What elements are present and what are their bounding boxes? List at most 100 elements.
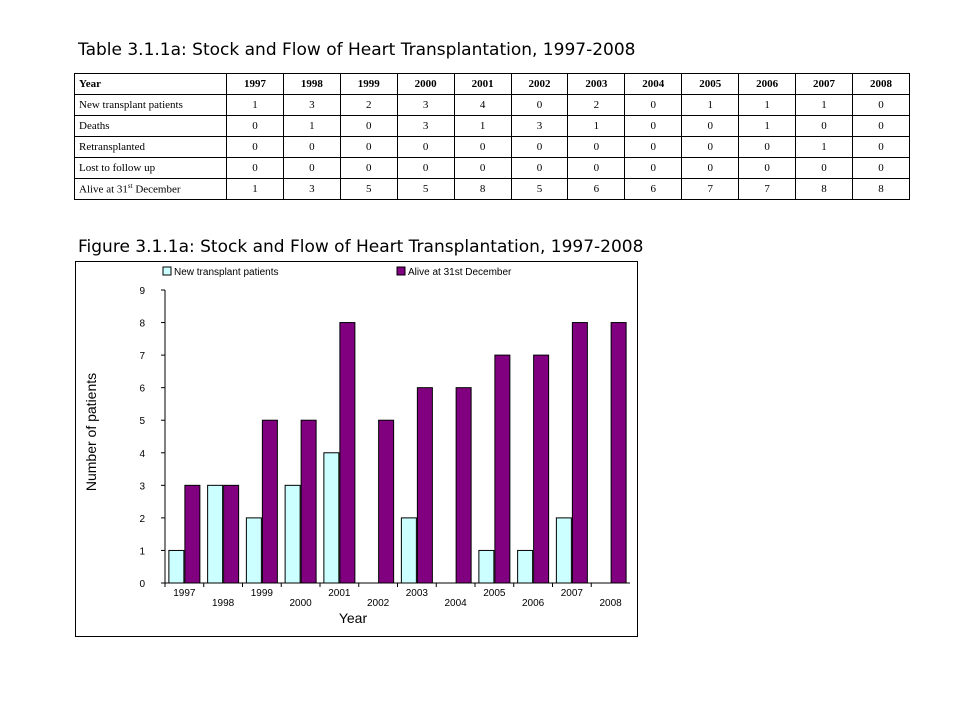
table-cell: 0: [851, 94, 911, 116]
y-tick-label: 1: [139, 546, 145, 557]
year-header: 1997: [226, 73, 284, 95]
row-label: Lost to follow up: [74, 157, 227, 179]
row-label-superscript: st: [127, 182, 133, 191]
table-row: Alive at 31st December 1 3 5 5 8 5 6 6 7…: [74, 178, 911, 200]
x-tick-label: 2005: [483, 588, 506, 599]
table-cell: 0: [738, 157, 797, 179]
legend-label: Alive at 31st December: [408, 267, 512, 278]
table-cell: 0: [510, 136, 569, 158]
table-cell: 5: [396, 178, 455, 200]
table-cell: 0: [624, 115, 683, 137]
table-row: Retransplanted 0 0 0 0 0 0 0 0 0 0 1 0: [74, 136, 911, 158]
bar-new-transplant: [168, 549, 185, 584]
y-axis-label: Number of patients: [83, 373, 99, 491]
row-label-main: Alive at 31: [79, 183, 128, 196]
bar-alive: [184, 484, 201, 584]
table-cell: 0: [567, 136, 626, 158]
year-header: 2005: [681, 73, 740, 95]
y-tick-label: 0: [139, 579, 145, 590]
table-cell: 0: [851, 157, 911, 179]
year-header: 1998: [282, 73, 341, 95]
bar-new-transplant: [555, 517, 572, 584]
table-cell: 0: [681, 157, 740, 179]
chart-frame: [75, 261, 638, 637]
year-header: 1999: [339, 73, 398, 95]
x-tick-label: 2000: [290, 598, 313, 609]
chart-legend: New transplant patients Alive at 31st Dec…: [162, 266, 512, 278]
y-tick-label: 3: [139, 481, 145, 492]
bar-new-transplant: [478, 549, 495, 584]
table-cell: 8: [795, 178, 853, 200]
table-cell: 8: [851, 178, 911, 200]
x-axis-label: Year: [339, 610, 368, 626]
table-cell: 1: [795, 136, 853, 158]
table-cell: 1: [453, 115, 512, 137]
bar-new-transplant: [284, 484, 301, 584]
bar-alive: [533, 354, 550, 584]
bar-alive: [571, 322, 588, 584]
x-tick-label: 2004: [445, 598, 468, 609]
x-tick-label: 1997: [173, 588, 196, 599]
x-tick-label: 2001: [328, 588, 351, 599]
bar-alive: [494, 354, 511, 584]
figure-title: Figure 3.1.1a: Stock and Flow of Heart T…: [78, 237, 644, 257]
bar-alive: [223, 484, 240, 584]
table-cell: 2: [339, 94, 398, 116]
year-header: 2007: [795, 73, 853, 95]
x-tick-label: 2006: [522, 598, 545, 609]
table-cell: 3: [396, 115, 455, 137]
bar-alive: [610, 322, 627, 584]
row-label: Alive at 31st December: [74, 178, 227, 200]
row-label: New transplant patients: [74, 94, 227, 116]
year-header: 2001: [453, 73, 512, 95]
table-header-label: Year: [74, 73, 227, 95]
legend-label: New transplant patients: [174, 267, 279, 278]
x-tick-label: 1998: [212, 598, 235, 609]
table-cell: 4: [453, 94, 512, 116]
bar-alive: [416, 387, 433, 584]
table-cell: 6: [567, 178, 626, 200]
year-header: 2002: [510, 73, 569, 95]
table-row: New transplant patients 1 3 2 3 4 0 2 0 …: [74, 94, 911, 116]
table-cell: 0: [795, 115, 853, 137]
table-cell: 5: [339, 178, 398, 200]
table-cell: 3: [282, 94, 341, 116]
bar-alive: [300, 419, 317, 584]
y-tick-label: 8: [139, 319, 145, 330]
bar-new-transplant: [323, 452, 340, 584]
table-cell: 8: [453, 178, 512, 200]
x-tick-label: 2008: [600, 598, 623, 609]
year-header: 2003: [567, 73, 626, 95]
table-cell: 7: [681, 178, 740, 200]
table-cell: 1: [226, 94, 284, 116]
table-cell: 0: [624, 157, 683, 179]
x-tick-label: 2002: [367, 598, 390, 609]
table-cell: 2: [567, 94, 626, 116]
bar-new-transplant: [400, 517, 417, 584]
table-cell: 0: [453, 136, 512, 158]
y-tick-label: 4: [139, 449, 145, 460]
table-cell: 1: [738, 94, 797, 116]
table-cell: 1: [681, 94, 740, 116]
year-header: 2008: [851, 73, 911, 95]
table-cell: 0: [795, 157, 853, 179]
table-cell: 0: [624, 94, 683, 116]
bar-new-transplant: [517, 549, 534, 584]
table-row: Lost to follow up 0 0 0 0 0 0 0 0 0 0 0 …: [74, 157, 911, 179]
table-cell: 0: [453, 157, 512, 179]
table-cell: 6: [624, 178, 683, 200]
table-cell: 1: [282, 115, 341, 137]
table-cell: 0: [339, 115, 398, 137]
row-label-end: December: [132, 183, 181, 196]
bar-new-transplant: [207, 484, 224, 584]
table-cell: 0: [738, 136, 797, 158]
y-tick-label: 6: [139, 384, 145, 395]
table-cell: 3: [510, 115, 569, 137]
table-cell: 0: [681, 136, 740, 158]
table-cell: 7: [738, 178, 797, 200]
table-cell: 0: [396, 136, 455, 158]
chart-bars: [168, 322, 627, 584]
table-cell: 0: [282, 136, 341, 158]
table-cell: 0: [282, 157, 341, 179]
bar-chart: New transplant patients Alive at 31st Dec…: [75, 261, 638, 637]
